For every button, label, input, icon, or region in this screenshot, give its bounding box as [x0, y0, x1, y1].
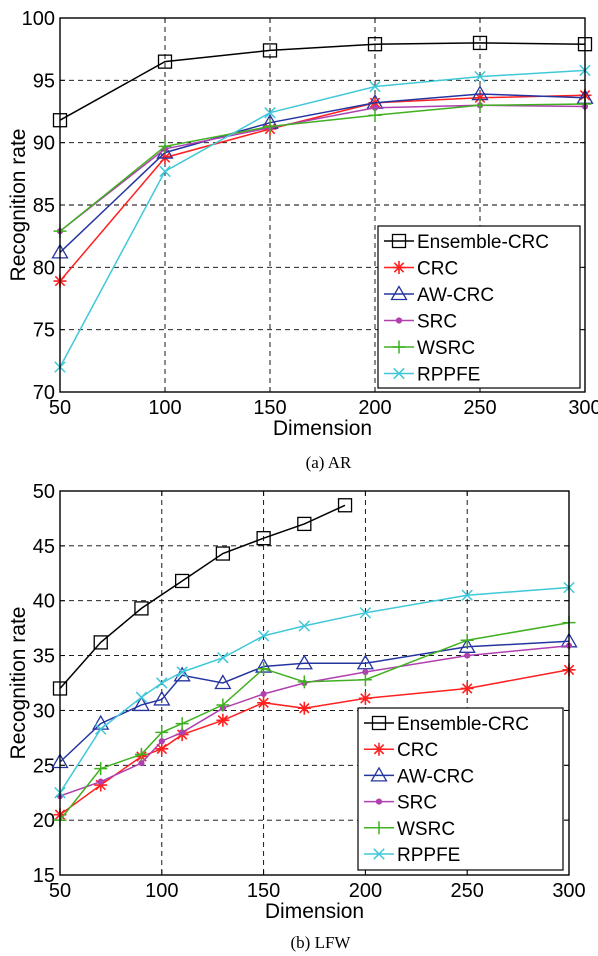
y-tick-label: 70 [33, 382, 55, 404]
legend-label: Ensemble-CRC [397, 714, 529, 735]
data-point [359, 692, 372, 705]
chart-0: 50 100 150 200 250 300 70 75 80 85 90 95 100 Dimensio… [7, 8, 598, 472]
x-axis-title: Dimension [265, 900, 364, 923]
y-tick-label: 40 [33, 591, 55, 613]
data-point [257, 696, 270, 709]
chart-caption: (b) LFW [291, 933, 352, 952]
y-axis-title: Recognition rate [7, 129, 30, 282]
data-point [261, 691, 266, 696]
y-tick-label: 35 [33, 646, 55, 668]
legend: Ensemble-CRC CRC AW-CRC SRC WSRC RPPFE [358, 708, 563, 870]
data-point [216, 714, 229, 727]
legend-label: SRC [397, 793, 437, 814]
x-tick-label: 300 [552, 880, 585, 902]
y-tick-label: 30 [33, 700, 55, 722]
data-point [98, 779, 103, 784]
legend: Ensemble-CRC CRC AW-CRC SRC WSRC RPPFE [378, 226, 580, 388]
x-tick-label: 250 [463, 397, 496, 419]
data-point [298, 702, 311, 715]
chart-1: 50 100 150 200 250 3001520253035404550Dimensi… [7, 481, 586, 952]
legend-label: Ensemble-CRC [417, 232, 549, 253]
y-tick-label: 20 [33, 810, 55, 832]
y-tick-label: 15 [33, 865, 55, 887]
y-axis-title: Recognition rate [7, 607, 30, 760]
legend-label: SRC [417, 312, 457, 333]
x-tick-label: 300 [568, 397, 598, 419]
data-point [180, 730, 185, 735]
legend-label: AW-CRC [417, 285, 494, 306]
y-tick-label: 25 [33, 755, 55, 777]
y-tick-label: 50 [33, 481, 55, 503]
legend-label: CRC [397, 740, 438, 761]
data-point [461, 682, 474, 695]
x-axis-title: Dimension [273, 417, 372, 440]
legend-label: RPPFE [397, 845, 460, 866]
x-tick-label: 200 [349, 880, 382, 902]
data-point [155, 742, 168, 755]
data-point [465, 653, 470, 658]
y-tick-label: 85 [33, 195, 55, 217]
data-point [159, 739, 164, 744]
legend-marker [396, 318, 401, 323]
x-tick-label: 200 [358, 397, 391, 419]
chart-caption: (a) AR [306, 453, 352, 472]
legend-label: CRC [417, 259, 458, 280]
y-tick-label: 45 [33, 536, 55, 558]
y-tick-label: 100 [22, 8, 55, 30]
y-tick-label: 75 [33, 320, 55, 342]
y-tick-label: 95 [33, 70, 55, 92]
legend-marker [373, 743, 386, 756]
data-point [139, 760, 144, 765]
legend-label: AW-CRC [397, 766, 474, 787]
y-tick-label: 90 [33, 133, 55, 155]
legend-label: WSRC [417, 338, 475, 359]
y-tick-label: 80 [33, 257, 55, 279]
x-tick-label: 100 [145, 880, 178, 902]
x-tick-label: 150 [253, 397, 286, 419]
x-tick-label: 250 [451, 880, 484, 902]
legend-label: RPPFE [417, 365, 480, 386]
x-tick-label: 100 [148, 397, 181, 419]
legend-label: WSRC [397, 819, 455, 840]
x-tick-label: 150 [247, 880, 280, 902]
legend-marker [376, 799, 381, 804]
legend-marker [393, 261, 406, 274]
